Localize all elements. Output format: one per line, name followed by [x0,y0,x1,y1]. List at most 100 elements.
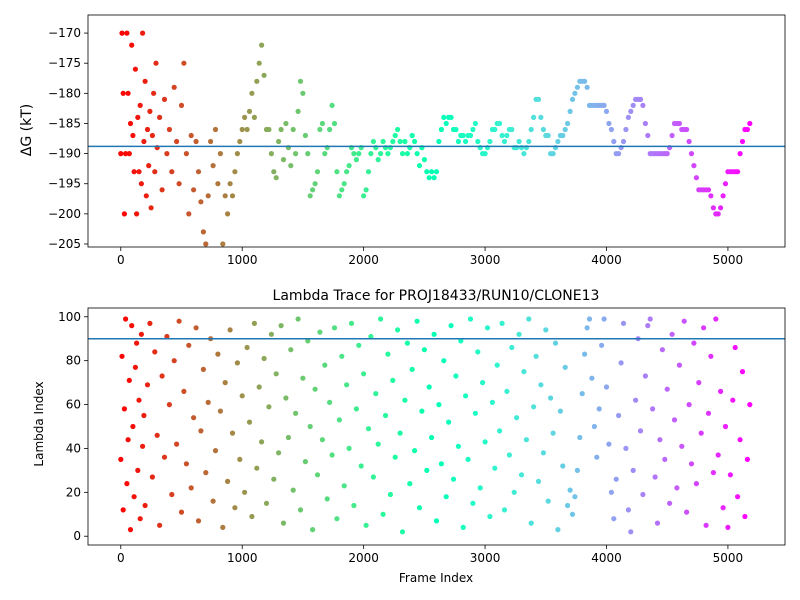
top-data-point [688,151,695,157]
bottom-data-point [144,382,151,388]
bottom-data-point [565,502,571,509]
bottom-data-point [603,384,610,390]
top-data-point [174,138,180,145]
top-data-point [147,108,153,114]
top-data-point [620,138,627,145]
top-data-point [143,193,149,199]
bottom-data-point [698,430,704,436]
top-data-point [138,181,144,187]
bottom-data-point [310,527,316,533]
top-data-point [475,138,481,145]
top-data-point [718,205,724,211]
bottom-data-point [141,412,147,419]
top-data-point [572,90,578,96]
bottom-data-point [210,498,216,504]
top-data-point [290,126,296,133]
bottom-data-point [747,402,753,408]
bottom-data-point [664,386,670,392]
bottom-data-point [414,318,420,324]
bottom-data-point [336,417,342,423]
bottom-data-point [147,320,153,326]
bottom-data-point [608,489,615,495]
top-data-point [540,126,547,133]
bottom-data-point [669,331,675,337]
top-data-point [261,72,267,78]
top-data-point [171,84,177,90]
bottom-y-tick-label: 100 [58,310,81,324]
bottom-data-point [458,338,464,344]
bottom-data-point [438,461,444,467]
bottom-data-point [152,349,158,355]
top-data-point [708,193,714,199]
top-data-point [453,126,459,133]
bottom-data-point [278,323,284,329]
bottom-data-point [136,397,142,403]
bottom-data-point [380,511,386,517]
top-data-point [363,187,369,193]
bottom-data-point [501,507,508,513]
top-data-point [178,102,185,108]
top-data-point [504,132,510,139]
bottom-data-point [246,419,253,425]
bottom-data-point [191,415,197,421]
top-data-point [120,90,126,96]
bottom-data-point [217,408,223,414]
bottom-data-point [331,325,338,331]
bottom-data-point [365,426,372,432]
bottom-data-point [463,393,469,399]
bottom-data-point [531,404,537,410]
top-y-tick-label: −180 [48,86,81,100]
top-data-point [123,151,129,157]
bottom-data-point [455,443,461,449]
bottom-data-point [288,347,294,353]
bottom-data-point [409,366,415,372]
top-data-point [397,138,403,145]
bottom-data-point [686,402,692,408]
bottom-data-point [562,364,568,370]
bottom-data-point [263,500,270,506]
bottom-data-point [577,434,583,441]
bottom-data-point [125,437,131,443]
delta-g-panel: ΔG (kT) 0 1000 2000 3000 4000 5000 −205 −200 −19… [19,14,786,267]
top-data-point [472,120,478,127]
bottom-data-point [171,358,177,364]
bottom-data-point [334,516,340,522]
top-data-point [293,151,299,157]
top-data-point [582,78,588,84]
bottom-data-point [271,476,277,482]
top-data-point [134,211,140,217]
top-data-point [232,169,238,175]
top-data-point [637,96,644,102]
top-data-point [280,157,287,163]
top-data-point [336,193,342,199]
top-x-tick-label: 2000 [348,253,379,267]
top-data-point [431,175,437,181]
top-data-point [153,60,159,66]
top-data-point [278,126,284,133]
bottom-data-point [215,351,221,357]
top-data-point [555,138,561,145]
top-data-point [492,126,498,133]
bottom-data-point [618,360,624,366]
bottom-data-point [599,342,605,348]
bottom-data-point [387,491,393,498]
top-y-tick-label: −200 [48,207,81,221]
bottom-data-point [492,465,498,471]
bottom-data-point [399,529,406,535]
top-data-point [412,138,418,145]
top-data-point [623,126,629,133]
bottom-data-point [368,333,374,340]
top-data-point [159,187,165,193]
bottom-data-point [465,456,471,462]
top-data-point [611,138,617,145]
bottom-data-point [266,404,272,410]
bottom-data-point [448,323,454,329]
top-data-point [509,126,515,133]
bottom-data-point [135,467,141,473]
bottom-data-point [691,340,697,346]
bottom-data-point [681,318,687,324]
top-data-point [645,132,651,139]
bottom-data-point [499,320,505,326]
top-data-point [220,241,226,247]
bottom-data-point [540,450,547,456]
